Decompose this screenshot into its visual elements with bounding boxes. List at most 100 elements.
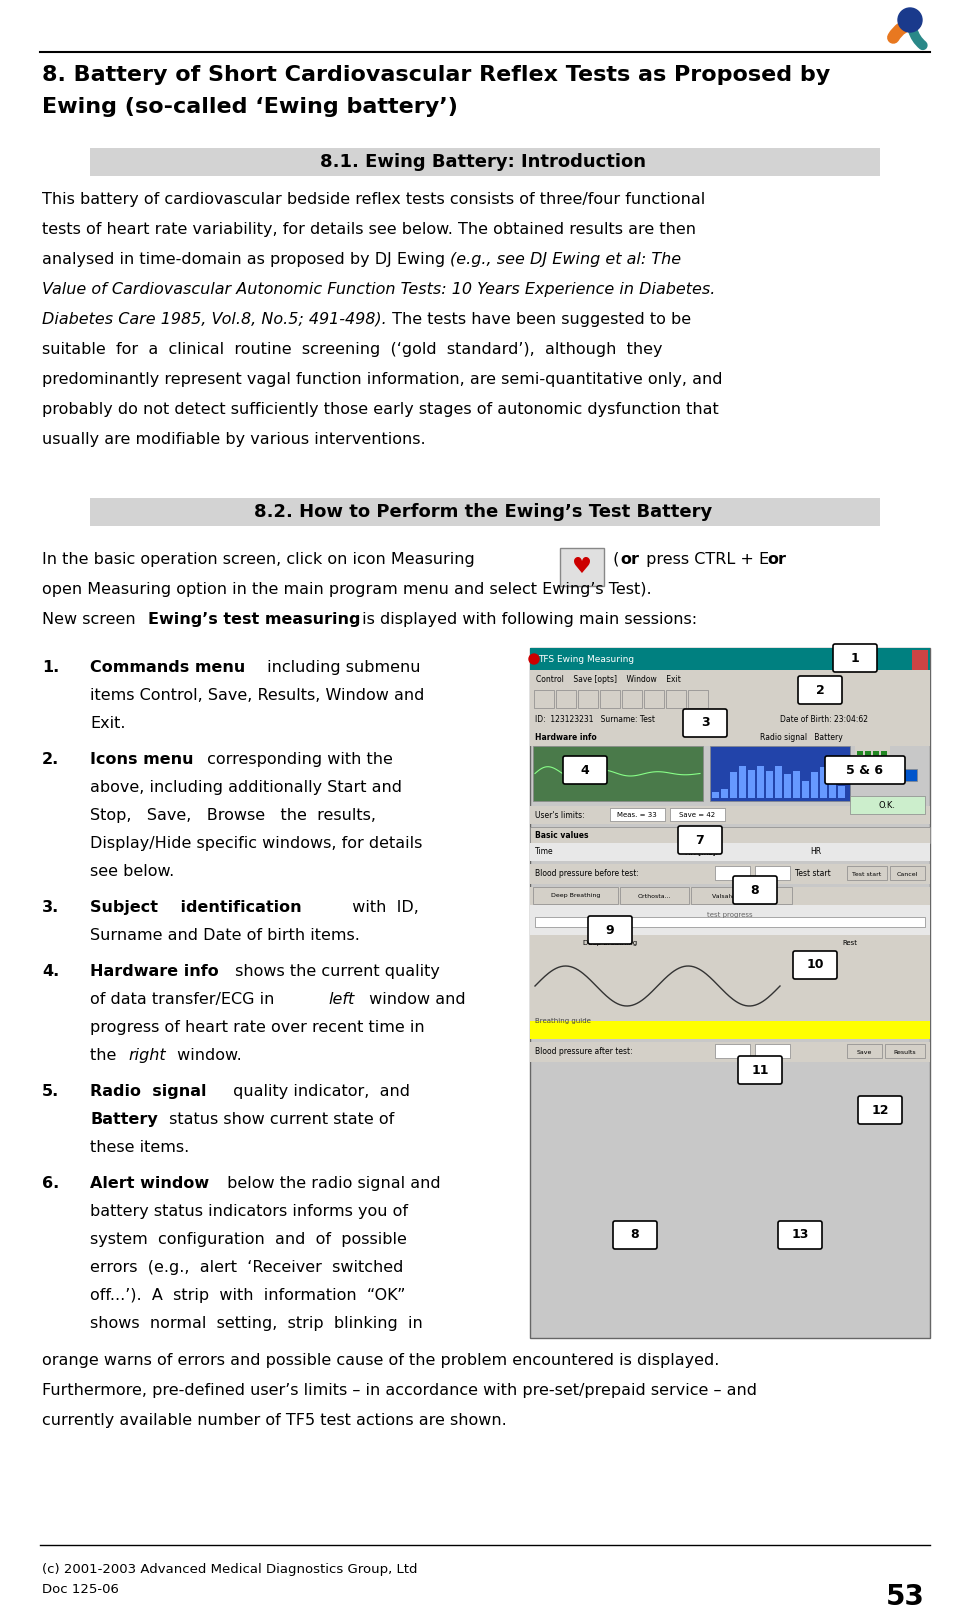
Bar xyxy=(600,689,620,709)
Bar xyxy=(793,775,800,799)
Text: Blood pressure after test:: Blood pressure after test: xyxy=(535,1048,632,1056)
Text: Commands menu: Commands menu xyxy=(90,660,246,675)
FancyBboxPatch shape xyxy=(588,916,632,943)
Text: Deep Breathing: Deep Breathing xyxy=(551,893,601,898)
Text: Cancel: Cancel xyxy=(896,871,918,876)
FancyBboxPatch shape xyxy=(683,709,727,738)
Text: Rest: Rest xyxy=(842,940,858,947)
Text: 8: 8 xyxy=(630,1228,639,1242)
Text: Subject    identification: Subject identification xyxy=(90,900,302,914)
Text: left: left xyxy=(328,992,354,1008)
Text: off...’).  A  strip  with  information  “OK”: off...’). A strip with information “OK” xyxy=(90,1287,405,1303)
Text: 8: 8 xyxy=(750,884,759,897)
Text: Stop,   Save,   Browse   the  results,: Stop, Save, Browse the results, xyxy=(90,808,376,823)
Text: 3.: 3. xyxy=(42,900,59,914)
Text: Alert window: Alert window xyxy=(90,1176,209,1191)
Text: progress of heart rate over recent time in: progress of heart rate over recent time … xyxy=(90,1020,425,1035)
Text: In the basic operation screen, click on icon Measuring: In the basic operation screen, click on … xyxy=(42,551,475,567)
Text: 1: 1 xyxy=(851,651,860,665)
Bar xyxy=(912,649,928,670)
Text: Radio signal   Battery: Radio signal Battery xyxy=(760,733,843,742)
Text: window.: window. xyxy=(172,1048,242,1062)
Bar xyxy=(838,767,845,799)
Text: Deep breathing: Deep breathing xyxy=(583,940,637,947)
Text: open Measuring option in the main program menu and select Ewing’s Test).: open Measuring option in the main progra… xyxy=(42,582,652,596)
Text: Basic values: Basic values xyxy=(535,831,589,839)
Bar xyxy=(715,866,750,881)
Text: 5.: 5. xyxy=(42,1085,59,1099)
Text: ID:  123123231   Surname: Test: ID: 123123231 Surname: Test xyxy=(535,715,655,725)
Bar xyxy=(644,689,664,709)
Bar xyxy=(784,776,791,799)
Text: the: the xyxy=(90,1048,122,1062)
Text: Blood pressure before test:: Blood pressure before test: xyxy=(535,869,639,879)
Bar xyxy=(721,787,728,799)
Bar xyxy=(530,844,930,861)
Bar xyxy=(775,787,782,799)
Text: below the radio signal and: below the radio signal and xyxy=(222,1176,441,1191)
Text: (e.g., see DJ Ewing et al: The: (e.g., see DJ Ewing et al: The xyxy=(451,252,682,267)
Text: suitable  for  a  clinical  routine  screening  (‘gold  standard’),  although  t: suitable for a clinical routine screenin… xyxy=(42,342,662,357)
Bar xyxy=(890,866,925,881)
Bar xyxy=(90,498,880,525)
Text: including submenu: including submenu xyxy=(262,660,421,675)
Text: Display/Hide specific windows, for details: Display/Hide specific windows, for detai… xyxy=(90,836,423,852)
Bar xyxy=(755,866,790,881)
Text: Ewing (so-called ‘Ewing battery’): Ewing (so-called ‘Ewing battery’) xyxy=(42,96,458,117)
Bar xyxy=(730,779,737,799)
Bar xyxy=(622,689,642,709)
Text: 5 & 6: 5 & 6 xyxy=(846,763,884,776)
Bar xyxy=(620,887,689,905)
Bar xyxy=(757,791,764,799)
Bar xyxy=(535,918,925,927)
Text: right: right xyxy=(128,1048,165,1062)
Text: window and: window and xyxy=(364,992,466,1008)
Text: 8.2. How to Perform the Ewing’s Test Battery: 8.2. How to Perform the Ewing’s Test Bat… xyxy=(254,503,713,521)
Bar xyxy=(847,866,887,881)
Text: Radio  signal: Radio signal xyxy=(90,1085,207,1099)
Text: 3: 3 xyxy=(701,717,710,730)
Bar xyxy=(530,1020,930,1040)
FancyBboxPatch shape xyxy=(833,644,877,672)
Text: press CTRL + E: press CTRL + E xyxy=(641,551,775,567)
Bar xyxy=(530,807,930,824)
Text: User's limits:: User's limits: xyxy=(535,810,585,820)
Text: RR [ms]:: RR [ms]: xyxy=(685,847,718,857)
Bar xyxy=(530,828,930,844)
Bar xyxy=(530,688,930,710)
Text: Test start: Test start xyxy=(795,869,831,879)
Text: 10: 10 xyxy=(806,958,824,972)
Bar xyxy=(881,750,887,767)
Text: Surname and Date of birth items.: Surname and Date of birth items. xyxy=(90,927,360,943)
Text: battery status indicators informs you of: battery status indicators informs you of xyxy=(90,1204,408,1220)
FancyBboxPatch shape xyxy=(825,755,905,784)
Text: (: ( xyxy=(608,551,620,567)
Text: of data transfer/ECG in: of data transfer/ECG in xyxy=(90,992,279,1008)
Bar xyxy=(556,689,576,709)
Text: 9: 9 xyxy=(605,924,614,937)
Text: quality indicator,  and: quality indicator, and xyxy=(228,1085,410,1099)
Bar xyxy=(857,770,917,781)
Bar xyxy=(530,670,930,688)
Text: 1.: 1. xyxy=(42,660,59,675)
Bar xyxy=(534,689,554,709)
Text: Date of Birth: 23:04:62: Date of Birth: 23:04:62 xyxy=(780,715,868,725)
Text: 8. Battery of Short Cardiovascular Reflex Tests as Proposed by: 8. Battery of Short Cardiovascular Refle… xyxy=(42,64,831,85)
Bar xyxy=(885,1045,925,1057)
Bar xyxy=(666,689,686,709)
Text: TFS Ewing Measuring: TFS Ewing Measuring xyxy=(538,654,634,664)
Text: shows the current quality: shows the current quality xyxy=(230,964,440,979)
Bar xyxy=(690,887,792,905)
Bar xyxy=(530,905,930,935)
Text: Value of Cardiovascular Autonomic Function Tests: 10 Years Experience in Diabete: Value of Cardiovascular Autonomic Functi… xyxy=(42,281,716,297)
Text: Icons menu: Icons menu xyxy=(90,752,193,767)
Text: Save = 42: Save = 42 xyxy=(679,812,715,818)
Text: Valsalva Maneuver: Valsalva Maneuver xyxy=(712,893,771,898)
Text: currently available number of TF5 test actions are shown.: currently available number of TF5 test a… xyxy=(42,1413,507,1429)
FancyBboxPatch shape xyxy=(733,876,777,905)
Text: 2.: 2. xyxy=(42,752,59,767)
Bar xyxy=(873,750,879,763)
Text: 4.: 4. xyxy=(42,964,59,979)
Bar xyxy=(530,865,930,884)
Bar xyxy=(610,808,665,821)
